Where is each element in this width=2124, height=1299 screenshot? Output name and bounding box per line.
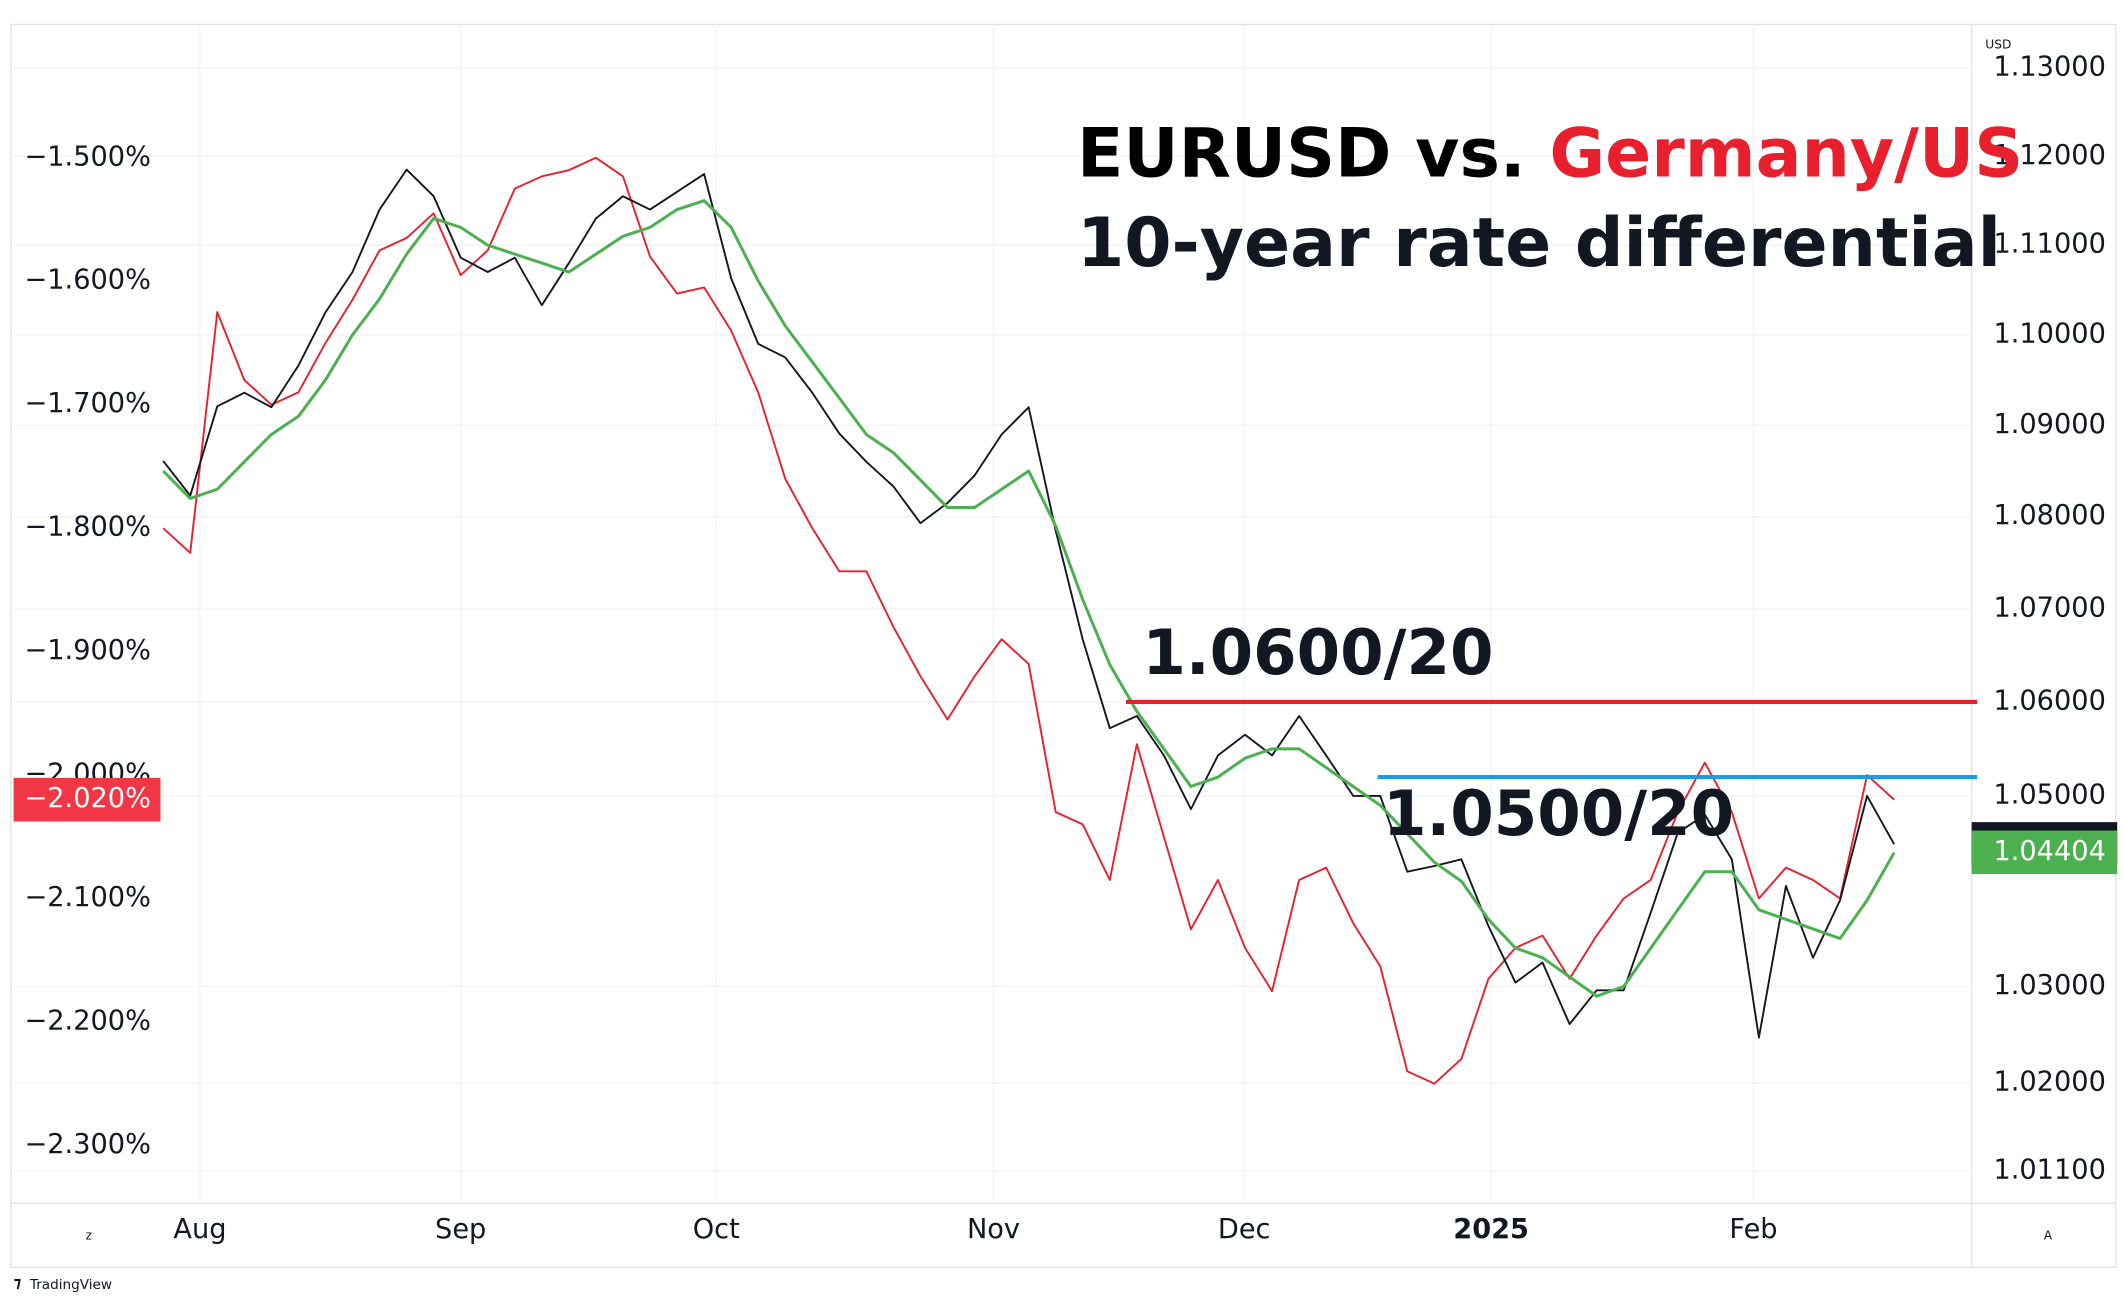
- y-tick-label: −1.700%: [24, 388, 150, 419]
- y-tick-label: −2.300%: [24, 1129, 150, 1160]
- x-tick-label: Oct: [693, 1214, 740, 1245]
- y-tick-label: −2.200%: [24, 1005, 150, 1036]
- y2-tick-label: 1.13000: [1993, 52, 2105, 83]
- plot: Aug Sep Oct Nov Dec 2025 Feb 1.13000 1.12000 1.11…: [10, 24, 2118, 1245]
- x-tick-label: Feb: [1729, 1214, 1777, 1245]
- price-label: 1.04404: [1993, 836, 2105, 867]
- series-line: [162, 168, 1895, 1039]
- y-tick-label: −1.500%: [24, 141, 150, 172]
- currency: USD: [1985, 37, 2011, 51]
- level-label: 1.0600/20: [1142, 616, 1493, 689]
- series-line: [162, 199, 1896, 998]
- y2-tick-label: 1.10000: [1993, 318, 2105, 349]
- y2-tick-label: 1.12000: [1993, 140, 2105, 171]
- x-tick-label: 2025: [1453, 1214, 1529, 1245]
- price-label-box: [13, 777, 161, 822]
- price-label-box: [1971, 830, 2118, 875]
- y2-tick-label: 1.05000: [1993, 779, 2105, 810]
- y-tick-label: −2.100%: [24, 882, 150, 913]
- y-tick-label: −1.800%: [24, 512, 150, 543]
- y2-tick-label: 1.06000: [1993, 685, 2105, 716]
- y-tick-label: −1.900%: [24, 635, 150, 666]
- y2-tick-label: 1.09000: [1993, 409, 2105, 440]
- y2-tick-label: 1.01100: [1993, 1155, 2105, 1186]
- level-label: 1.0500/20: [1383, 777, 1734, 850]
- x-tick-label: Aug: [173, 1214, 226, 1245]
- y-tick-label: −1.600%: [24, 265, 150, 296]
- chart-title: EURUSD vs. Germany/US: [1077, 114, 2023, 193]
- price-label: −2.020%: [24, 783, 150, 814]
- title-part: Germany/US: [1549, 114, 2023, 193]
- y2-tick-label: 1.11000: [1993, 229, 2105, 260]
- corner-label: A: [2044, 1229, 2053, 1243]
- y2-tick-label: 1.08000: [1993, 500, 2105, 531]
- title-part: EURUSD vs.: [1077, 114, 1549, 193]
- chart-title: 10-year rate differential: [1077, 204, 2001, 283]
- logo: ⁊: [14, 1274, 22, 1292]
- y2-tick-label: 1.03000: [1993, 970, 2105, 1001]
- x-tick-label: Nov: [967, 1214, 1020, 1245]
- series-line: [162, 156, 1895, 1085]
- y2-tick-label: 1.02000: [1993, 1067, 2105, 1098]
- corner-label: z: [86, 1229, 92, 1243]
- x-tick-label: Dec: [1218, 1214, 1271, 1245]
- watermark: TradingView: [29, 1277, 112, 1293]
- y2-tick-label: 1.07000: [1993, 592, 2105, 623]
- x-tick-label: Sep: [435, 1214, 486, 1245]
- frame: [10, 23, 2117, 1268]
